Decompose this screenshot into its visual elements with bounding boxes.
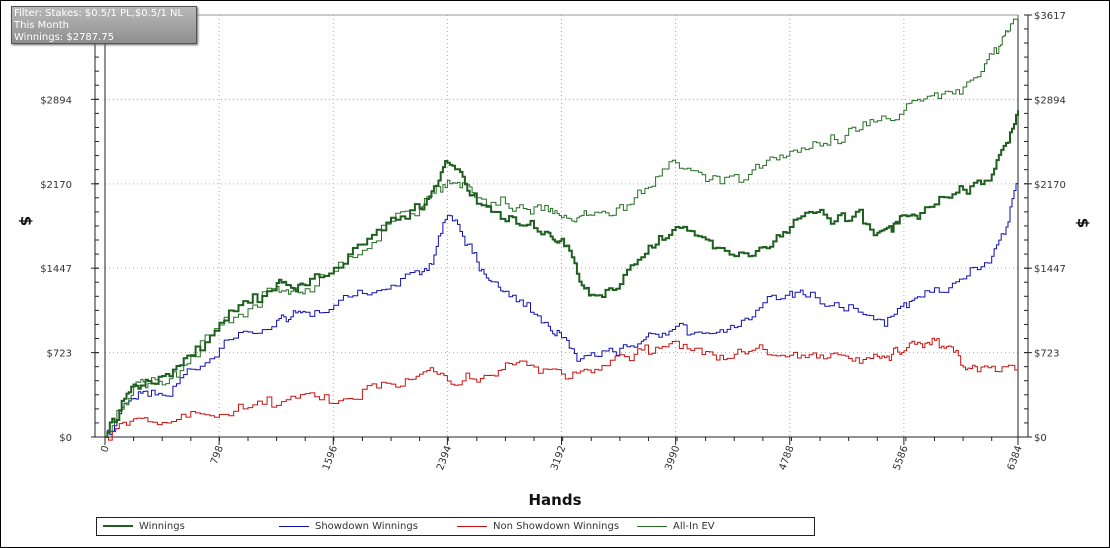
x-tick-label: 798 bbox=[209, 444, 226, 466]
legend-label-showdown: Showdown Winnings bbox=[315, 521, 418, 532]
chart-legend: Winnings Showdown Winnings Non Showdown … bbox=[96, 517, 815, 536]
legend-label-non-showdown: Non Showdown Winnings bbox=[493, 521, 620, 532]
y-tick-label-left: $0 bbox=[59, 433, 72, 444]
axes: $0 $723 $1447 $2170 $2894 $0 $723 $1447 $2170 $28… bbox=[40, 11, 1066, 472]
legend-swatch-winnings bbox=[103, 525, 133, 527]
legend-item-showdown: Showdown Winnings bbox=[279, 520, 418, 534]
legend-swatch-non-showdown bbox=[457, 525, 487, 527]
legend-item-allin-ev: All-In EV bbox=[637, 520, 715, 534]
y-tick-label-left: $2894 bbox=[40, 95, 72, 106]
series-winnings-line bbox=[105, 110, 1019, 438]
grid bbox=[105, 15, 1018, 437]
y-tick-label-right: $2894 bbox=[1034, 95, 1066, 106]
legend-swatch-showdown bbox=[279, 525, 309, 527]
series-lines bbox=[105, 15, 1019, 441]
y-axis-title-left: $ bbox=[17, 216, 35, 226]
filter-winnings-text: Winnings: $2787.75 bbox=[14, 32, 115, 43]
y-tick-label-right: $0 bbox=[1034, 433, 1047, 444]
filter-info-box: Filter: Stakes: $0.5/1 PL,$0.5/1 NL This… bbox=[11, 6, 197, 44]
y-tick-label-right: $1447 bbox=[1034, 264, 1066, 275]
legend-item-non-showdown: Non Showdown Winnings bbox=[457, 520, 619, 534]
x-axis-title: Hands bbox=[528, 491, 581, 509]
series-showdown-line bbox=[105, 180, 1019, 438]
legend-label-winnings: Winnings bbox=[139, 521, 185, 532]
x-tick-label: 6384 bbox=[1006, 444, 1025, 472]
x-tick-label: 3192 bbox=[549, 444, 568, 472]
x-tick-label: 1596 bbox=[321, 444, 340, 472]
x-tick-label: 2394 bbox=[435, 444, 454, 472]
y-tick-label-left: $1447 bbox=[40, 264, 72, 275]
x-tick-label: 4788 bbox=[778, 444, 797, 472]
x-tick-label: 3990 bbox=[663, 444, 682, 472]
series-non-showdown-line bbox=[105, 337, 1019, 441]
legend-item-winnings: Winnings bbox=[103, 520, 185, 534]
x-tick-label: 0 bbox=[99, 444, 112, 454]
filter-stakes-text: Filter: Stakes: $0.5/1 PL,$0.5/1 NL bbox=[14, 8, 184, 19]
y-tick-label-right: $2170 bbox=[1034, 180, 1066, 191]
x-tick-label: 5586 bbox=[892, 444, 911, 472]
y-tick-label-left: $2170 bbox=[40, 180, 72, 191]
y-tick-label-right: $723 bbox=[1034, 349, 1059, 360]
y-axis-title-right: $ bbox=[1074, 218, 1092, 228]
y-tick-label-left: $723 bbox=[47, 349, 72, 360]
filter-period-text: This Month bbox=[14, 20, 69, 31]
legend-label-allin-ev: All-In EV bbox=[673, 521, 715, 532]
legend-swatch-allin-ev bbox=[637, 525, 667, 527]
y-tick-label-right: $3617 bbox=[1034, 11, 1066, 22]
